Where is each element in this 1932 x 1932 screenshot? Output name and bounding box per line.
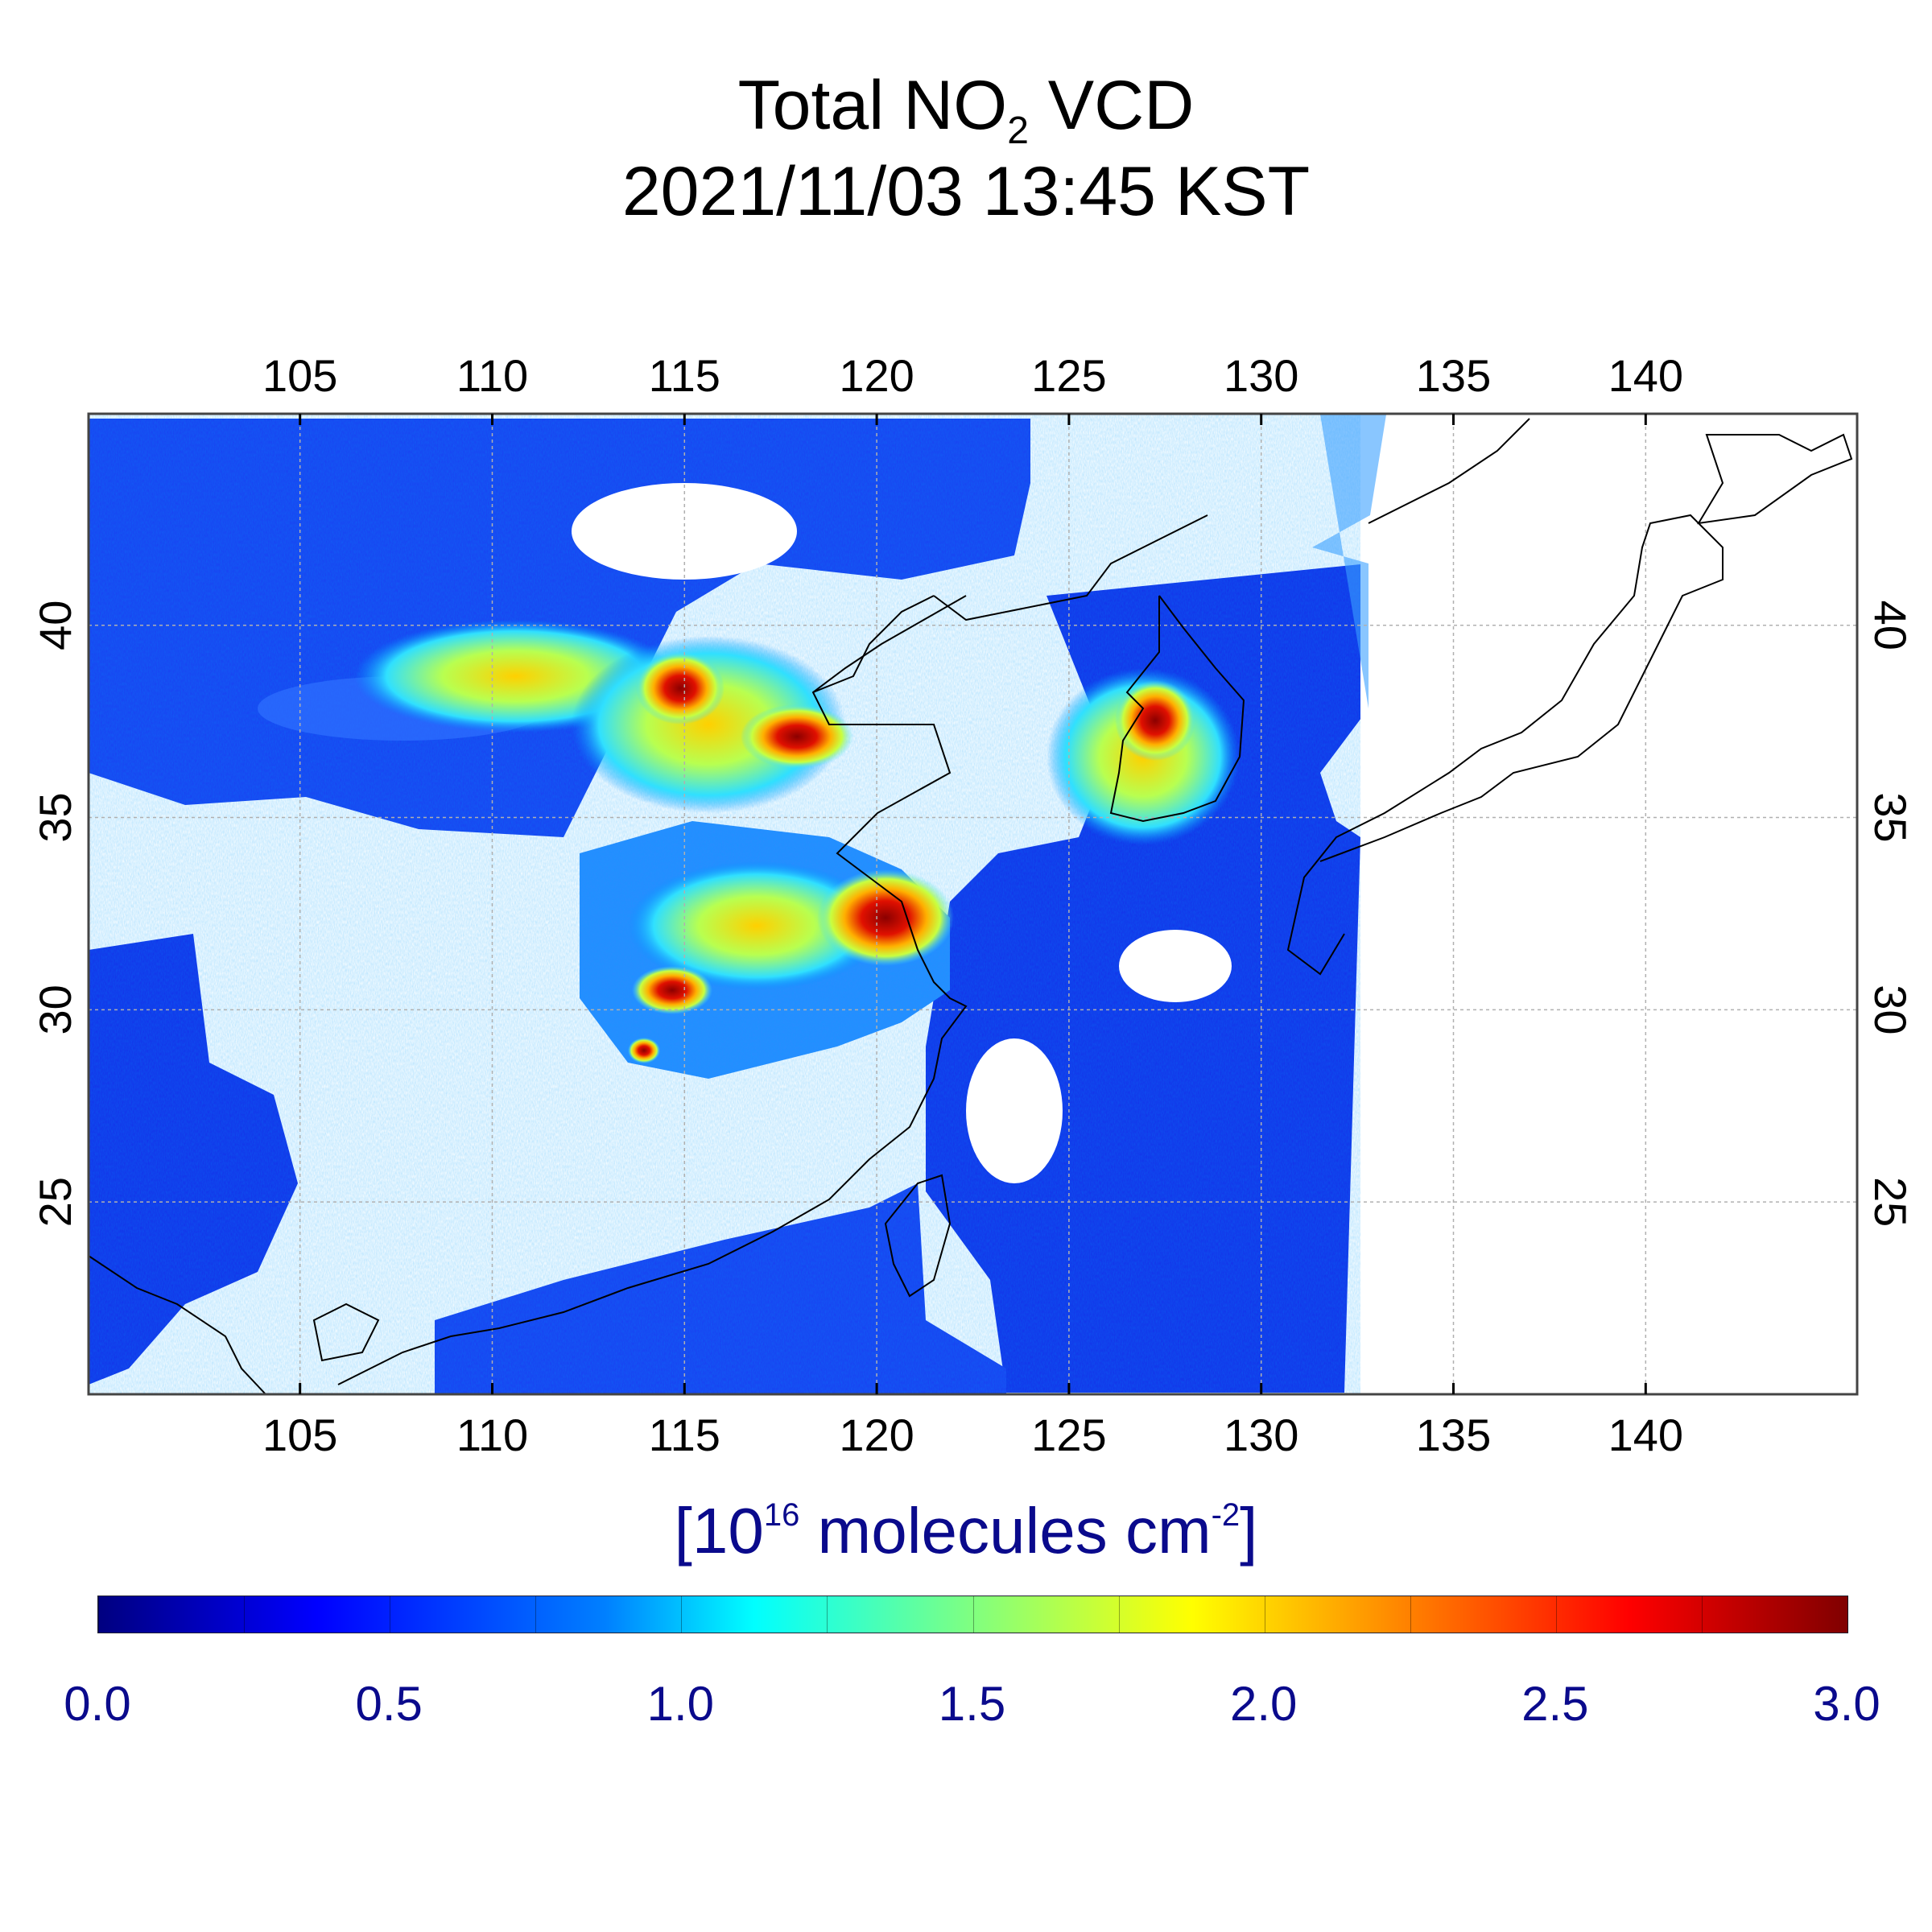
colorbar-units: [1016 molecules cm-2] <box>674 1495 1258 1567</box>
colorbar-tick-label: 1.5 <box>938 1677 1006 1731</box>
lon-tick-label-bottom: 135 <box>1416 1410 1491 1460</box>
coast-korea <box>1109 595 1245 823</box>
coast-hokkaido <box>1697 433 1853 525</box>
missing-patch <box>1119 930 1232 1002</box>
lon-tick-label-bottom: 110 <box>456 1410 528 1460</box>
coast-china <box>337 595 968 1385</box>
lon-tick-label-bottom: 130 <box>1224 1410 1298 1460</box>
colorbar-tick <box>535 1596 537 1633</box>
coast-hainan <box>312 1302 380 1362</box>
colorbar-tick-label: 2.0 <box>1229 1677 1298 1731</box>
colorbar-tick <box>98 1596 99 1633</box>
lat-tick-label-left: 40 <box>30 601 80 650</box>
lat-tick-label-right: 40 <box>1865 601 1916 650</box>
hotspot-shandong <box>741 704 853 769</box>
lon-tick-label-top: 110 <box>456 350 528 401</box>
colorbar-tick-label: 0.0 <box>64 1677 131 1731</box>
coastlines <box>89 418 1853 1394</box>
lon-tick-label-top: 140 <box>1608 350 1683 401</box>
colorbar-tick <box>827 1596 828 1633</box>
colorbar-tick <box>972 1596 974 1633</box>
lon-tick-label-bottom: 105 <box>262 1410 337 1460</box>
lon-tick-label-top: 130 <box>1224 350 1298 401</box>
elevated-no2 <box>628 861 886 990</box>
colorbar-tick <box>1410 1596 1411 1633</box>
lat-tick-label-right: 25 <box>1865 1177 1916 1227</box>
colorbar-tick-label: 2.5 <box>1521 1677 1589 1731</box>
missing-patch <box>966 1038 1063 1183</box>
colorbar-tick <box>1555 1596 1557 1633</box>
lat-tick-label-left: 35 <box>30 792 80 842</box>
colorbar-tick <box>1701 1596 1703 1633</box>
colorbar-tick <box>1847 1596 1848 1633</box>
plot-frame <box>87 412 1859 1396</box>
colorbar <box>97 1596 1848 1633</box>
lat-tick-label-right: 35 <box>1865 792 1916 842</box>
colorbar-tick <box>1118 1596 1120 1633</box>
lon-tick-label-top: 125 <box>1031 350 1106 401</box>
coast-bohai <box>812 595 935 693</box>
lon-tick-label-bottom: 125 <box>1031 1410 1106 1460</box>
colorbar-tick <box>681 1596 683 1633</box>
lon-tick-label-bottom: 115 <box>649 1410 720 1460</box>
grid-lines <box>89 414 1857 1394</box>
map-title-line2: 2021/11/03 13:45 KST <box>621 153 1311 230</box>
swath-east-strip <box>1312 415 1386 708</box>
colorbar-tick-label: 3.0 <box>1813 1677 1880 1731</box>
lat-tick-label-left: 25 <box>30 1177 80 1227</box>
hotspot-beijing <box>636 652 724 724</box>
hotspot-wuhan <box>632 966 712 1014</box>
lat-tick-label-right: 30 <box>1865 985 1916 1034</box>
swath-edge <box>1360 414 1857 1394</box>
colorbar-tick-label: 0.5 <box>355 1677 423 1731</box>
colorbar-tick <box>244 1596 246 1633</box>
map-title-line1: Total NO2 VCD <box>737 67 1195 152</box>
lat-tick-label-left: 30 <box>30 985 80 1034</box>
axis-tick-labels: 105 105 110 110 115 115 120 120 125 125 130 130 135 1… <box>30 350 1916 1460</box>
data-field <box>89 414 1857 1394</box>
hotspot-yangtze-delta <box>817 869 954 966</box>
lon-tick-label-top: 120 <box>839 350 914 401</box>
lon-tick-label-bottom: 140 <box>1608 1410 1683 1460</box>
lon-tick-label-top: 115 <box>649 350 720 401</box>
coast-liaodong <box>933 514 1208 621</box>
coast-taiwan <box>884 1174 952 1298</box>
coast-japan <box>1286 418 1724 976</box>
lon-tick-label-top: 135 <box>1416 350 1491 401</box>
lon-tick-label-top: 105 <box>262 350 337 401</box>
hotspot-changsha <box>628 1038 660 1063</box>
coast-vietnam <box>89 1255 266 1394</box>
lon-tick-label-bottom: 120 <box>839 1410 914 1460</box>
colorbar-tick-label: 1.0 <box>646 1677 715 1731</box>
